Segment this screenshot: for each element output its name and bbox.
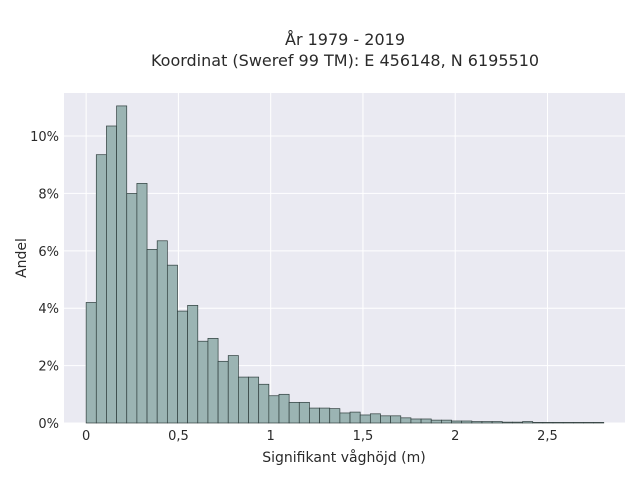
y-axis-ticks: 0% 2% 4% 6% 8% 10% [30, 130, 59, 432]
histogram-bar [501, 421, 513, 424]
histogram-bar [390, 415, 402, 424]
histogram-bar [420, 418, 432, 424]
histogram-bar [238, 376, 249, 424]
histogram-bar [349, 411, 361, 424]
x-tick-label: 2 [451, 429, 459, 444]
histogram-bar [410, 418, 422, 424]
histogram-bars [85, 105, 605, 424]
x-tick-label: 1 [267, 429, 275, 444]
y-tick-label: 8% [38, 187, 59, 202]
x-axis-label: Signifikant våghöjd (m) [262, 449, 425, 466]
histogram-bar [197, 340, 209, 424]
histogram-bar [532, 422, 544, 424]
histogram-bar [106, 125, 117, 424]
histogram-bar [248, 376, 260, 424]
y-tick-label: 4% [38, 302, 59, 317]
histogram-bar [116, 105, 128, 424]
histogram-bar [288, 401, 300, 424]
histogram-bar [572, 422, 584, 424]
histogram-bar [319, 407, 331, 424]
histogram-bar [491, 421, 503, 424]
y-tick-label: 10% [30, 130, 59, 145]
x-tick-label: 0 [82, 429, 90, 444]
histogram-bar [258, 383, 270, 424]
x-tick-label: 1,5 [353, 429, 374, 444]
histogram-bar [430, 419, 442, 424]
histogram-bar [187, 304, 199, 424]
histogram-bar [156, 240, 168, 424]
histogram-bar [441, 419, 452, 424]
histogram-bar [329, 408, 341, 424]
histogram-bar [451, 420, 463, 424]
histogram-bar [177, 310, 188, 424]
histogram-bar [339, 412, 351, 424]
histogram-bar [217, 360, 229, 424]
histogram-bar [136, 183, 148, 424]
histogram-bar [461, 420, 473, 424]
histogram-bar [583, 422, 594, 424]
histogram-bar [278, 393, 290, 424]
histogram-bar [309, 407, 320, 424]
chart-title-line1: År 1979 - 2019 [285, 30, 405, 49]
y-tick-label: 6% [38, 245, 59, 260]
y-tick-label: 0% [38, 417, 59, 432]
y-tick-label: 2% [38, 360, 59, 375]
histogram-bar [126, 193, 138, 424]
histogram-bar [227, 355, 239, 424]
histogram-bar [85, 302, 97, 424]
histogram-bar [359, 414, 371, 424]
histogram-bar [512, 421, 523, 424]
histogram-bar [471, 421, 483, 424]
histogram-bar [522, 421, 534, 424]
histogram-bar [207, 337, 219, 424]
histogram-bar [298, 401, 310, 424]
x-tick-label: 2,5 [537, 429, 558, 444]
histogram-bar [562, 422, 574, 424]
histogram-bar [552, 422, 564, 424]
x-axis-ticks: 0 0,5 1 1,5 2 2,5 [82, 429, 558, 444]
x-tick-label: 0,5 [168, 429, 189, 444]
histogram-bar [481, 421, 493, 424]
histogram-bar [268, 395, 280, 424]
histogram-bar [146, 249, 158, 424]
histogram-bar [380, 415, 391, 424]
histogram-bar [95, 154, 107, 424]
histogram-bar [400, 417, 412, 424]
histogram-bar [593, 422, 605, 424]
chart-title-line2: Koordinat (Sweref 99 TM): E 456148, N 61… [151, 51, 539, 70]
histogram-bar [369, 413, 381, 424]
histogram-bar [542, 422, 554, 424]
y-axis-label: Andel [14, 238, 30, 278]
histogram-bar [166, 264, 178, 424]
